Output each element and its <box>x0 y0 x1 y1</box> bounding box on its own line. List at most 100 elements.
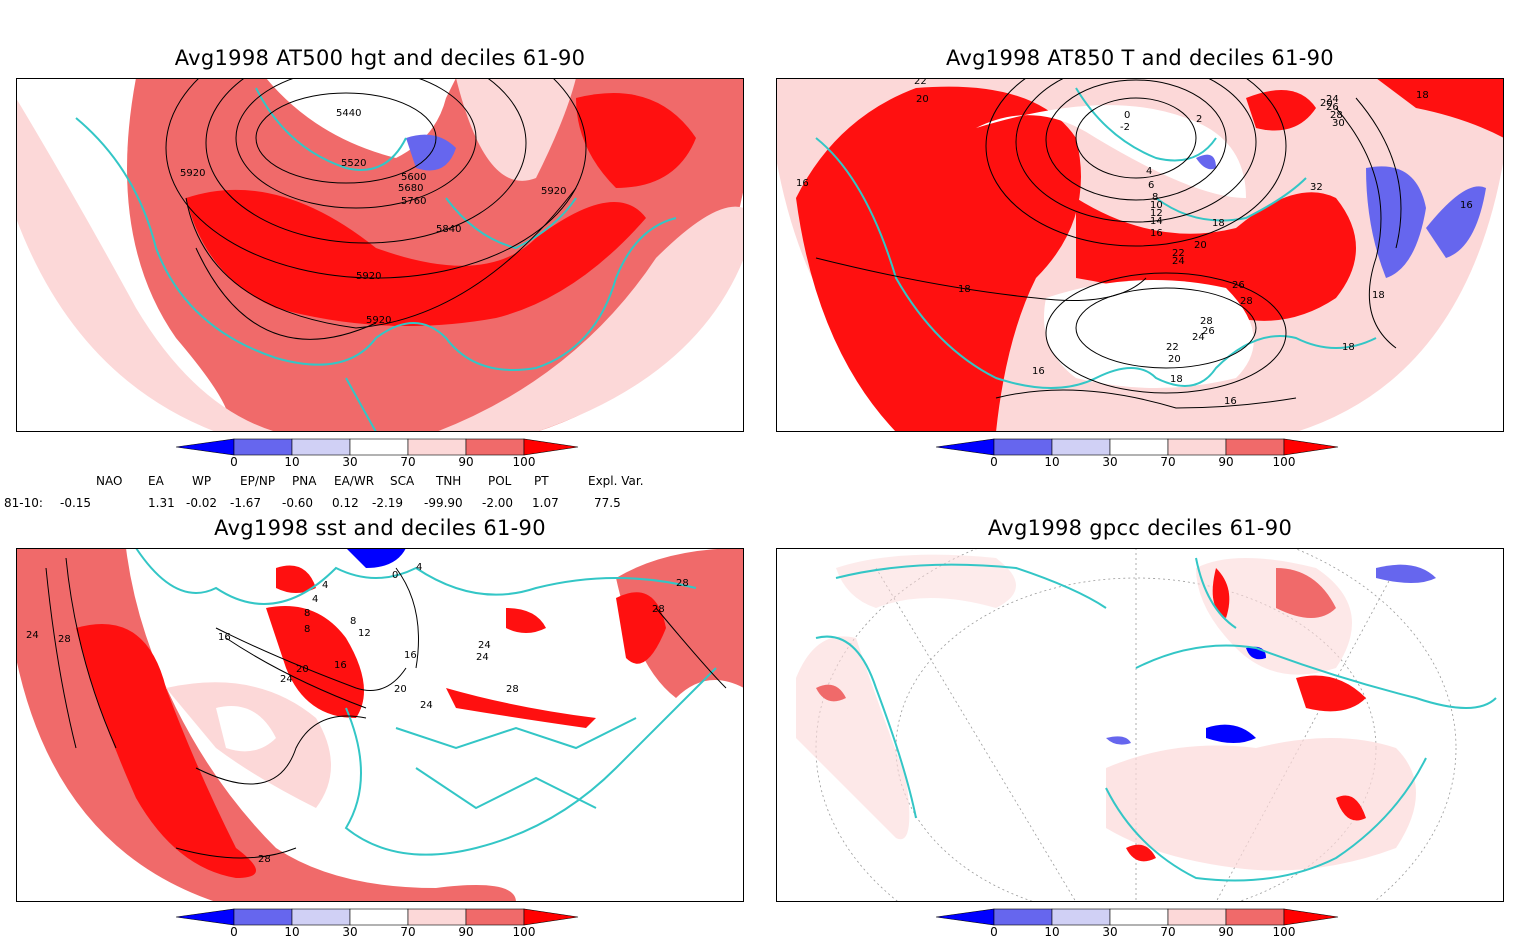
contour-label: 4 <box>312 594 318 605</box>
colorbar-swatches <box>175 908 579 926</box>
index-value: -2.19 <box>372 496 404 510</box>
index-header: TNH <box>436 474 462 488</box>
contour-label: 8 <box>304 608 310 619</box>
contour-label: 20 <box>916 94 929 105</box>
contour-label: 8 <box>304 624 310 635</box>
colorbar-swatch <box>233 438 293 456</box>
map-at850 <box>776 78 1504 432</box>
colorbar-swatch <box>175 438 235 456</box>
panel-title-sst: Avg1998 sst and deciles 61-90 <box>214 516 546 540</box>
colorbar-tick-label: 90 <box>458 925 474 939</box>
index-value: -99.90 <box>424 496 463 510</box>
colorbar-swatch <box>349 908 409 926</box>
contour-label: 24 <box>476 652 489 663</box>
contour-label: 16 <box>218 632 231 643</box>
colorbar-swatch <box>465 908 525 926</box>
contour-label: 24 <box>26 630 39 641</box>
colorbar-legend-3: 0 10 30 70 90 100 <box>175 908 596 942</box>
contour-label: 32 <box>1310 182 1323 193</box>
colorbar-tick-label: 30 <box>1102 925 1118 939</box>
contour-label: 6 <box>1148 180 1154 191</box>
contour-label: 5920 <box>541 186 566 197</box>
contour-label: 20 <box>1194 240 1207 251</box>
contour-label: 26 <box>1202 326 1215 337</box>
colorbar-swatch <box>291 908 351 926</box>
index-value: -0.02 <box>186 496 218 510</box>
panel-title-at850: Avg1998 AT850 T and deciles 61-90 <box>946 46 1334 70</box>
contour-label: 28 <box>506 684 519 695</box>
contour-label: 10 <box>1150 200 1163 211</box>
colorbar-tick-label: 70 <box>1160 455 1176 469</box>
index-value: -0.15 <box>60 496 92 510</box>
contour-label: 24 <box>1172 256 1185 267</box>
colorbar-swatch <box>1109 908 1169 926</box>
colorbar-tick-label: 100 <box>1272 455 1296 469</box>
colorbar-swatch <box>291 438 351 456</box>
contour-label: 5920 <box>180 168 205 179</box>
contour-label: 16 <box>404 650 417 661</box>
colorbar-swatches <box>935 908 1339 926</box>
contour-label: 22 <box>1166 342 1179 353</box>
contour-label: 30 <box>1332 118 1345 129</box>
contour-label: 18 <box>1342 342 1355 353</box>
colorbar-tick-label: 10 <box>1044 925 1060 939</box>
contour-label: 5440 <box>336 108 361 119</box>
colorbar-tick-label: 0 <box>230 925 238 939</box>
colorbar-tick-label: 100 <box>1272 925 1296 939</box>
colorbar-swatch <box>407 438 467 456</box>
colorbar-swatches <box>935 438 1339 456</box>
contour-label: 5920 <box>356 271 381 282</box>
contour-label: 0 <box>392 570 398 581</box>
colorbar-swatch <box>1051 908 1111 926</box>
index-header: WP <box>192 474 212 488</box>
index-value: 1.07 <box>532 496 559 510</box>
index-header: PNA <box>292 474 317 488</box>
colorbar-legend-4: 0 10 30 70 90 100 <box>935 908 1356 942</box>
colorbar-legend-2: 0 10 30 70 90 100 <box>935 438 1356 472</box>
colorbar-swatch <box>1109 438 1169 456</box>
contour-label: 16 <box>1460 200 1473 211</box>
contour-label: 26 <box>1326 102 1339 113</box>
colorbar-swatch <box>523 908 579 926</box>
colorbar-swatch <box>1283 908 1339 926</box>
colorbar-swatch <box>465 438 525 456</box>
colorbar-tick-label: 70 <box>1160 925 1176 939</box>
map-at500 <box>16 78 744 432</box>
contour-label: 28 <box>652 604 665 615</box>
colorbar-swatch <box>993 438 1053 456</box>
index-value: -0.60 <box>282 496 314 510</box>
contour-label: 28 <box>1330 110 1343 121</box>
colorbar-tick-label: 0 <box>990 925 998 939</box>
contour-label: 12 <box>1150 208 1163 219</box>
panel-title-at500: Avg1998 AT500 hgt and deciles 61-90 <box>174 46 586 70</box>
colorbar-tick-label: 100 <box>512 455 536 469</box>
index-value: -2.00 <box>482 496 514 510</box>
index-header: SCA <box>390 474 415 488</box>
contour-label: 24 <box>1192 332 1205 343</box>
contour-label: 28 <box>676 578 689 589</box>
contour-label: 18 <box>1170 374 1183 385</box>
contour-label: 18 <box>1416 90 1429 101</box>
contour-label: 12 <box>358 628 371 639</box>
colorbar-swatches <box>175 438 579 456</box>
colorbar-tick-label: 0 <box>990 455 998 469</box>
contour-label: 20 <box>296 664 309 675</box>
contour-label: 20 <box>1320 98 1333 109</box>
contour-label: 22 <box>914 78 927 87</box>
colorbar-tick-label: 30 <box>342 925 358 939</box>
contour-label: 16 <box>1150 228 1163 239</box>
index-value: 1.31 <box>148 496 175 510</box>
index-header: EP/NP <box>240 474 276 488</box>
contour-label: 28 <box>258 854 271 865</box>
colorbar-swatch <box>1167 438 1227 456</box>
colorbar-tick-label: 90 <box>1218 925 1234 939</box>
contour-label: 4 <box>322 580 328 591</box>
contour-label: 16 <box>1224 396 1237 407</box>
colorbar-swatch <box>175 908 235 926</box>
colorbar-tick-label: 30 <box>1102 455 1118 469</box>
colorbar-legend-1: 0 10 30 70 90 100 <box>175 438 596 472</box>
contour-label: 22 <box>1172 248 1185 259</box>
contour-label: 18 <box>958 284 971 295</box>
contour-label: 16 <box>1032 366 1045 377</box>
colorbar-tick-label: 100 <box>512 925 536 939</box>
